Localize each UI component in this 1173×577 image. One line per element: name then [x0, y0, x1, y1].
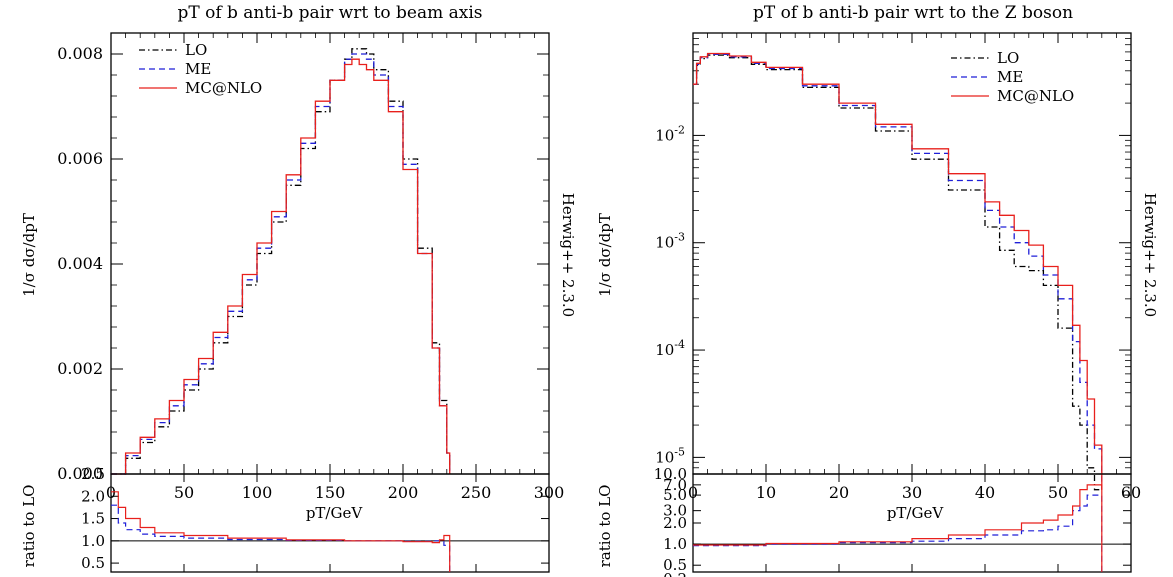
left-x-tick-label: 100 [242, 483, 273, 502]
right-ratio-y-tick-label: 0.5 [663, 556, 687, 574]
right-ratio-axis-label: ratio to LO [596, 485, 614, 568]
left-ratio-y-tick-label: 2.0 [81, 487, 105, 505]
right-y-tick-label: 10-5 [655, 445, 685, 466]
left-y-axis-label: 1/σ dσ/dpT [20, 213, 38, 297]
left-series-me [111, 53, 451, 475]
left-main-plot: 0.000 0.002 0.004 0.006 0.008 [57, 32, 550, 483]
right-ratio-y-tick-label: 5.0 [663, 486, 687, 504]
right-x-tick-label: 50 [1048, 483, 1068, 502]
right-ratio-y-tick-label: 0.2 [663, 570, 687, 577]
right-legend-label: ME [997, 68, 1023, 86]
left-legend-label: LO [185, 41, 207, 59]
right-x-tick-label: 30 [902, 483, 922, 502]
left-ratio-series-mc-nlo [111, 491, 451, 572]
left-ratio-y-tick-label: 2.5 [81, 465, 105, 483]
right-ratio-y-tick-label: 7.0 [663, 476, 687, 494]
left-ratio-plot: 0 50 100 150 200 250 300 0.5 1.0 1.5 2.0 2.5 [81, 465, 565, 573]
left-ratio-y-tick-label: 1.0 [81, 532, 105, 550]
right-series-me [693, 53, 1103, 490]
right-y-tick-label: 10-2 [655, 123, 685, 144]
right-y-axis-label: 1/σ dσ/dpT [596, 213, 614, 297]
left-x-tick-label: 50 [174, 483, 194, 502]
right-series-mc-nlo [693, 52, 1103, 490]
left-series-lo [111, 48, 451, 475]
left-ratio-y-tick-label: 0.5 [81, 554, 105, 572]
right-ratio-series-mc-nlo [693, 484, 1103, 572]
right-ratio-plot: 0 10 20 30 40 50 60 0.50.2 1.0 2.03.05.07.010.0 [654, 465, 1142, 577]
right-series-lo [693, 54, 1102, 491]
left-x-tick-label: 150 [315, 483, 346, 502]
right-ratio-y-tick-label: 10.0 [654, 465, 687, 483]
right-ratio-y-tick-label: 1.0 [663, 535, 687, 553]
left-y-tick-label: 0.008 [57, 44, 103, 63]
right-x-tick-label: 10 [756, 483, 776, 502]
left-legend-label: MC@NLO [185, 79, 262, 97]
right-y-tick-label: 10-3 [655, 231, 685, 252]
right-panel: pT of b anti-b pair wrt to the Z boson 1… [596, 3, 1159, 577]
left-x-tick-label: 200 [388, 483, 419, 502]
left-series-mc-nlo [111, 58, 451, 475]
left-x-axis-label: pT/GeV [306, 504, 364, 522]
right-legend-label: LO [997, 49, 1019, 67]
left-y-tick-label: 0.004 [57, 254, 103, 273]
right-legend-label: MC@NLO [997, 87, 1074, 105]
left-x-tick-label: 300 [534, 483, 565, 502]
left-chart-title: pT of b anti-b pair wrt to beam axis [177, 3, 482, 23]
left-y-tick-label: 0.006 [57, 149, 103, 168]
left-y-tick-label: 0.002 [57, 359, 103, 378]
right-x-tick-label: 20 [829, 483, 849, 502]
right-main-plot: 10-2 10-3 10-4 10-5 [655, 32, 1132, 491]
left-x-tick-label: 250 [461, 483, 492, 502]
right-ratio-y-tick-label: 2.0 [663, 514, 687, 532]
left-side-label: Herwig++ 2.3.0 [559, 193, 577, 317]
right-x-tick-label: 60 [1121, 483, 1141, 502]
right-side-label: Herwig++ 2.3.0 [1141, 193, 1159, 317]
left-legend-label: ME [185, 60, 211, 78]
left-y-tick-label: 0.000 [57, 464, 103, 483]
right-chart-title: pT of b anti-b pair wrt to the Z boson [753, 3, 1073, 23]
right-x-axis-label: pT/GeV [887, 504, 945, 522]
left-ratio-y-tick-label: 1.5 [81, 510, 105, 528]
right-y-tick-label: 10-4 [655, 338, 685, 359]
left-ratio-axis-label: ratio to LO [20, 485, 38, 568]
right-ratio-y-tick-label: 3.0 [663, 502, 687, 520]
left-panel: pT of b anti-b pair wrt to beam axis 1/σ… [20, 3, 577, 573]
right-ratio-series-me [693, 494, 1103, 572]
right-x-tick-label: 40 [975, 483, 995, 502]
left-x-tick-label: 0 [106, 483, 116, 502]
right-x-tick-label: 0 [688, 483, 698, 502]
